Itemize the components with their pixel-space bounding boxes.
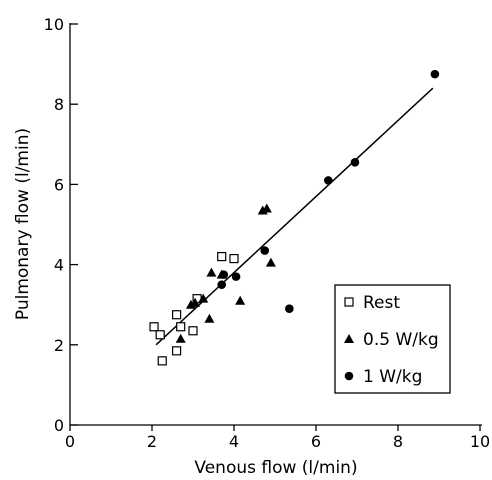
point-rest <box>149 322 159 332</box>
point-rest <box>155 330 165 340</box>
x-tick-label: 8 <box>393 432 403 451</box>
point-1-w-kg <box>285 304 294 314</box>
y-tick-label: 4 <box>54 256 64 275</box>
x-tick-label: 6 <box>311 432 321 451</box>
point-1-w-kg <box>350 158 360 167</box>
point-0-5-w-kg <box>235 295 246 305</box>
point-1-w-kg <box>219 270 229 279</box>
legend-label-1-w-kg: 1 W/kg <box>363 367 422 387</box>
x-tick-label: 0 <box>65 432 75 451</box>
y-axis-title: Pulmonary flow (l/min) <box>13 128 33 320</box>
point-rest <box>172 310 182 320</box>
legend-label-0-5-w-kg: 0.5 W/kg <box>363 330 439 350</box>
x-tick-label: 4 <box>229 432 239 451</box>
point-1-w-kg <box>217 280 226 289</box>
point-0-5-w-kg <box>198 293 209 303</box>
axes <box>69 23 482 426</box>
x-axis-title: Venous flow (l/min) <box>194 458 357 478</box>
point-rest <box>188 326 198 336</box>
point-1-w-kg <box>324 176 333 185</box>
x-tick-label: 2 <box>147 432 157 451</box>
legend-box <box>334 284 451 394</box>
data-points <box>149 69 440 366</box>
legend-label-rest: Rest <box>363 293 400 313</box>
y-tick-label: 2 <box>54 336 64 355</box>
point-rest <box>176 322 186 332</box>
point-0-5-w-kg <box>261 203 272 213</box>
legend-marker-0-5-w-kg <box>344 334 354 343</box>
point-0-5-w-kg <box>265 257 276 267</box>
point-rest <box>229 253 239 264</box>
point-1-w-kg <box>430 69 440 79</box>
point-0-5-w-kg <box>206 267 217 277</box>
legend-items: Rest 0.5 W/kg 1 W/kg <box>344 293 439 387</box>
y-tick-label: 8 <box>54 95 64 114</box>
point-rest <box>217 251 227 262</box>
point-rest <box>172 346 182 356</box>
point-rest <box>157 356 167 366</box>
point-0-5-w-kg <box>204 313 215 323</box>
x-tick-label: 10 <box>470 432 490 451</box>
ticks: 0 2 4 6 8 10 0 2 4 6 8 10 <box>44 15 491 451</box>
y-tick-label: 0 <box>54 416 64 435</box>
legend: Rest 0.5 W/kg 1 W/kg <box>334 284 451 394</box>
point-0-5-w-kg <box>175 333 186 343</box>
legend-marker-rest <box>344 297 354 307</box>
y-tick-label: 6 <box>54 175 64 194</box>
point-1-w-kg <box>231 272 241 281</box>
legend-marker-1-w-kg <box>344 371 354 381</box>
point-1-w-kg <box>260 246 270 255</box>
point-0-5-w-kg <box>190 297 201 307</box>
y-tick-label: 10 <box>44 15 64 34</box>
